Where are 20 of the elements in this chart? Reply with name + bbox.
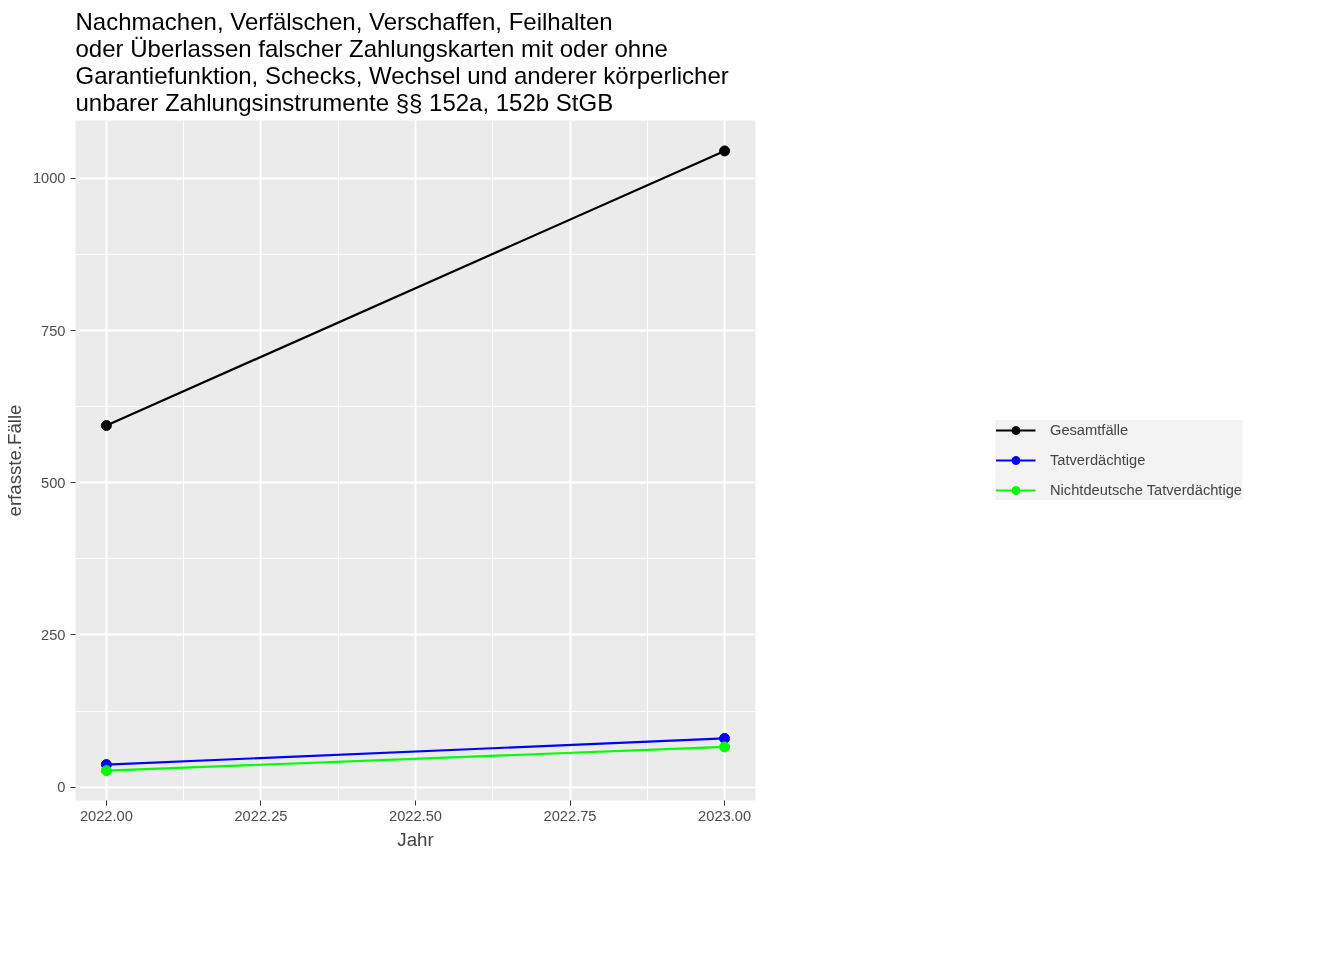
y-axis-title: erfasste.Fälle bbox=[3, 404, 25, 517]
y-tick-label: 1000 bbox=[32, 170, 66, 187]
x-tick-label: 2022.25 bbox=[234, 807, 288, 824]
chart-title: Nachmachen, Verfälschen, Verschaffen, Feilhalten oder Überlassen falscher Zahlungskarten mit oder ohne Garantiefunktion, Schecks, Wechsel und anderer körperlicher unbarer Zahlungsinstrumente §§ 152a, 152b StGB bbox=[75, 7, 729, 116]
x-tick-label: 2022.75 bbox=[543, 807, 597, 824]
point bbox=[719, 741, 731, 753]
legend-label: Nichtdeutsche Tatverdächtige bbox=[1049, 482, 1243, 498]
point bbox=[100, 420, 112, 431]
point bbox=[100, 765, 112, 777]
x-tick-label: 2022.50 bbox=[389, 807, 442, 824]
legend-label: Tatverdächtige bbox=[1049, 452, 1146, 468]
x-tick-label: 2023.00 bbox=[698, 807, 752, 824]
y-tick-label: 0 bbox=[57, 779, 66, 796]
x-axis-title: Jahr bbox=[397, 828, 434, 850]
y-tick-label: 750 bbox=[41, 322, 66, 339]
point bbox=[719, 145, 731, 157]
y-tick-label: 500 bbox=[41, 474, 66, 491]
y-tick-label: 250 bbox=[41, 626, 66, 643]
x-tick-label: 2022.00 bbox=[79, 807, 133, 824]
legend-label: Gesamtfälle bbox=[1049, 422, 1129, 438]
